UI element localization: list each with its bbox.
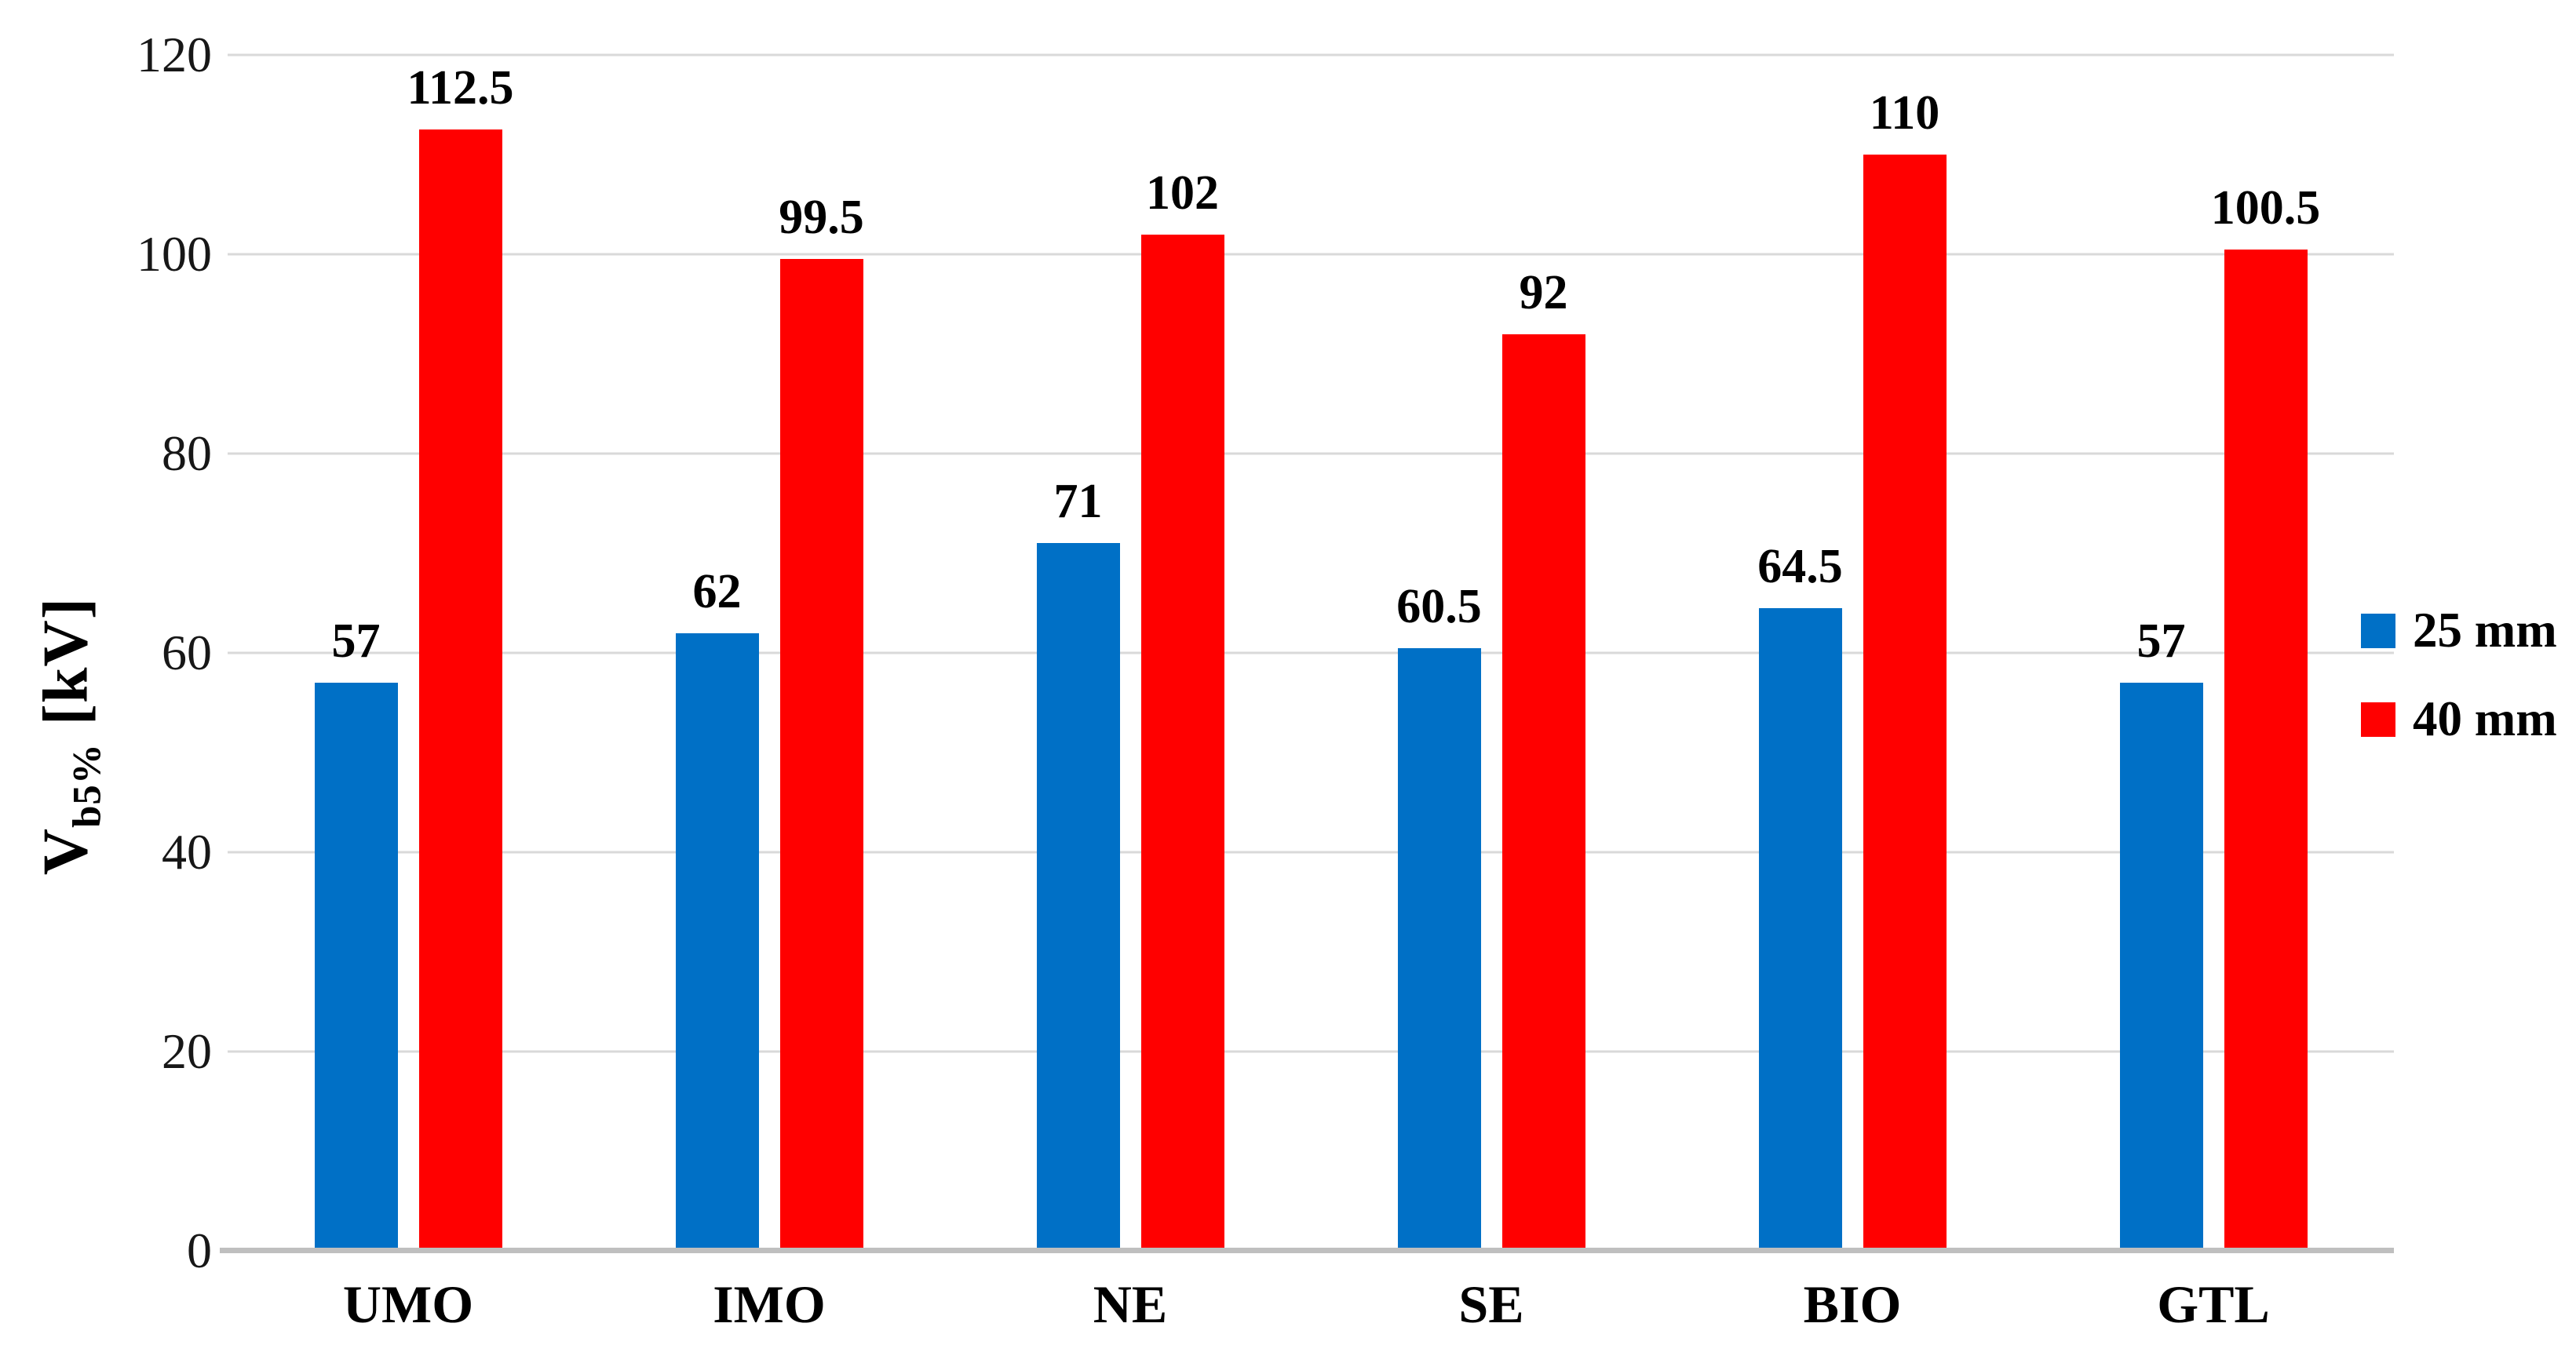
bar-group-gtl: 57 100.5 [2033, 55, 2394, 1251]
legend: 25 mm 40 mm [2361, 606, 2557, 744]
gridline-60 [228, 651, 2394, 654]
data-label-25mm-ne: 71 [1053, 475, 1103, 529]
bar-slot: 64.5 [1757, 55, 1843, 1251]
gridline-120 [228, 53, 2394, 56]
legend-swatch-icon [2361, 702, 2395, 737]
legend-swatch-icon [2361, 613, 2395, 648]
gridline-100 [228, 253, 2394, 256]
y-tick-label-60: 60 [162, 625, 212, 680]
bar-slot: 99.5 [779, 55, 864, 1251]
bar-40mm-imo [779, 259, 863, 1251]
data-label-40mm-umo: 112.5 [407, 61, 514, 115]
x-axis-category-labels: UMO IMO NE SE BIO GTL [228, 1278, 2394, 1331]
bar-group-umo: 57 112.5 [228, 55, 589, 1251]
bar-slot: 62 [675, 55, 759, 1251]
gridline-40 [228, 851, 2394, 854]
x-category-label-ne: NE [1093, 1274, 1168, 1334]
x-axis-line [220, 1248, 2394, 1253]
bar-group-bio: 64.5 110 [1672, 55, 2033, 1251]
legend-item-25mm: 25 mm [2361, 606, 2557, 655]
y-tick-label-20: 20 [162, 1023, 212, 1079]
plot-area: 57 112.5 62 99.5 71 102 60.5 92 64.5 110 57 100.5 [220, 53, 2394, 1253]
y-tick-label-0: 0 [187, 1223, 212, 1278]
bar-25mm-se [1397, 647, 1481, 1251]
x-category-label-se: SE [1458, 1274, 1524, 1334]
data-label-40mm-imo: 99.5 [779, 191, 864, 245]
bar-slot: 71 [1036, 55, 1120, 1251]
bar-25mm-imo [675, 632, 759, 1251]
data-label-25mm-gtl: 57 [2136, 614, 2186, 669]
bar-slot: 92 [1501, 55, 1585, 1251]
bar-slot: 112.5 [407, 55, 514, 1251]
data-label-25mm-umo: 57 [331, 614, 381, 669]
y-tick-label-40: 40 [162, 824, 212, 880]
x-category-label-imo: IMO [713, 1274, 826, 1334]
y-tick-label-80: 80 [162, 425, 212, 481]
legend-label: 25 mm [2413, 603, 2557, 658]
gridline-80 [228, 452, 2394, 455]
y-tick-label-100: 100 [137, 226, 212, 282]
bar-40mm-se [1501, 334, 1585, 1251]
x-category-label-umo: UMO [342, 1274, 474, 1334]
bar-slot: 60.5 [1396, 55, 1482, 1251]
bar-25mm-ne [1036, 543, 1120, 1251]
data-label-25mm-bio: 64.5 [1757, 539, 1843, 593]
x-category-label-bio: BIO [1803, 1274, 1902, 1334]
bar-group-ne: 71 102 [950, 55, 1311, 1251]
bar-group-se: 60.5 92 [1311, 55, 1672, 1251]
bar-25mm-umo [314, 683, 398, 1251]
bar-slot: 57 [2119, 55, 2203, 1251]
y-tick-label-120: 120 [137, 27, 212, 82]
bar-slot: 57 [314, 55, 398, 1251]
data-label-40mm-se: 92 [1519, 265, 1568, 319]
legend-label: 40 mm [2413, 691, 2557, 746]
bar-slot: 100.5 [2211, 55, 2320, 1251]
bar-40mm-umo [418, 129, 502, 1251]
bar-slot: 102 [1140, 55, 1224, 1251]
bar-25mm-gtl [2119, 683, 2203, 1251]
data-label-40mm-bio: 110 [1869, 86, 1940, 140]
data-label-40mm-ne: 102 [1146, 166, 1219, 220]
bar-25mm-bio [1758, 607, 1842, 1251]
legend-item-40mm: 40 mm [2361, 694, 2557, 744]
y-axis-tick-labels: 0 20 40 60 80 100 120 [47, 30, 212, 1276]
bar-group-imo: 62 99.5 [589, 55, 950, 1251]
data-label-25mm-imo: 62 [692, 564, 742, 618]
bar-40mm-ne [1140, 234, 1224, 1251]
data-label-25mm-se: 60.5 [1396, 579, 1482, 633]
bar-40mm-gtl [2224, 249, 2308, 1251]
x-category-label-gtl: GTL [2157, 1274, 2270, 1334]
bar-40mm-bio [1863, 155, 1947, 1251]
gridline-20 [228, 1050, 2394, 1053]
bar-groups: 57 112.5 62 99.5 71 102 60.5 92 64.5 110 57 100.5 [228, 55, 2394, 1251]
data-label-40mm-gtl: 100.5 [2210, 180, 2321, 235]
bar-slot: 110 [1863, 55, 1947, 1251]
